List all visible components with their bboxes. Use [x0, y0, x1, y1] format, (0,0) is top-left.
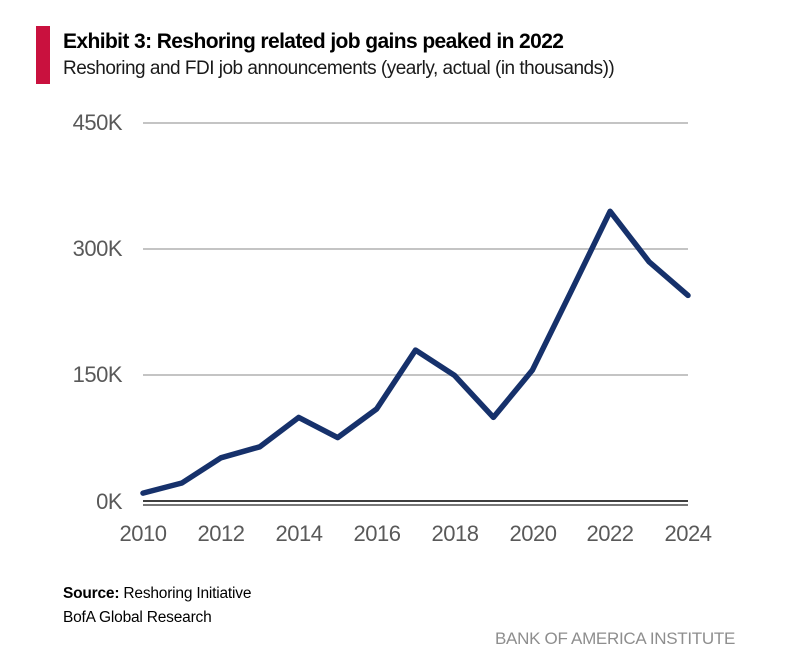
x-tick-label: 2018 [431, 521, 479, 546]
gridline-150k [143, 374, 688, 376]
chart-subtitle: Reshoring and FDI job announcements (yea… [63, 58, 615, 79]
y-tick-label: 300K [72, 236, 123, 261]
x-tick-label: 2020 [509, 521, 557, 546]
source-label: Source: [63, 585, 120, 602]
x-tick-label: 2024 [664, 521, 712, 546]
y-tick-label: 150K [72, 362, 123, 387]
source-note: Source: Reshoring Initiative BofA Global… [63, 582, 483, 630]
data-line [140, 208, 691, 496]
exhibit-accent-bar [36, 26, 50, 84]
gridline-450k [143, 122, 688, 124]
gridline-300k [143, 248, 688, 250]
x-tick-label: 2012 [197, 521, 245, 546]
y-tick-label: 450K [72, 110, 123, 135]
y-tick-label: 0K [96, 489, 122, 514]
x-tick-label: 2014 [275, 521, 323, 546]
x-tick-label: 2016 [353, 521, 401, 546]
x-axis-baseline [143, 500, 688, 506]
x-tick-label: 2022 [586, 521, 634, 546]
x-tick-label: 2010 [119, 521, 167, 546]
bank-of-america-institute-wordmark: BANK OF AMERICA INSTITUTE [495, 629, 735, 648]
chart-title: Exhibit 3: Reshoring related job gains p… [63, 30, 564, 53]
source-line-1: Source: Reshoring Initiative [63, 582, 483, 606]
source-line-2: BofA Global Research [63, 609, 212, 626]
source-value: Reshoring Initiative [119, 585, 252, 602]
